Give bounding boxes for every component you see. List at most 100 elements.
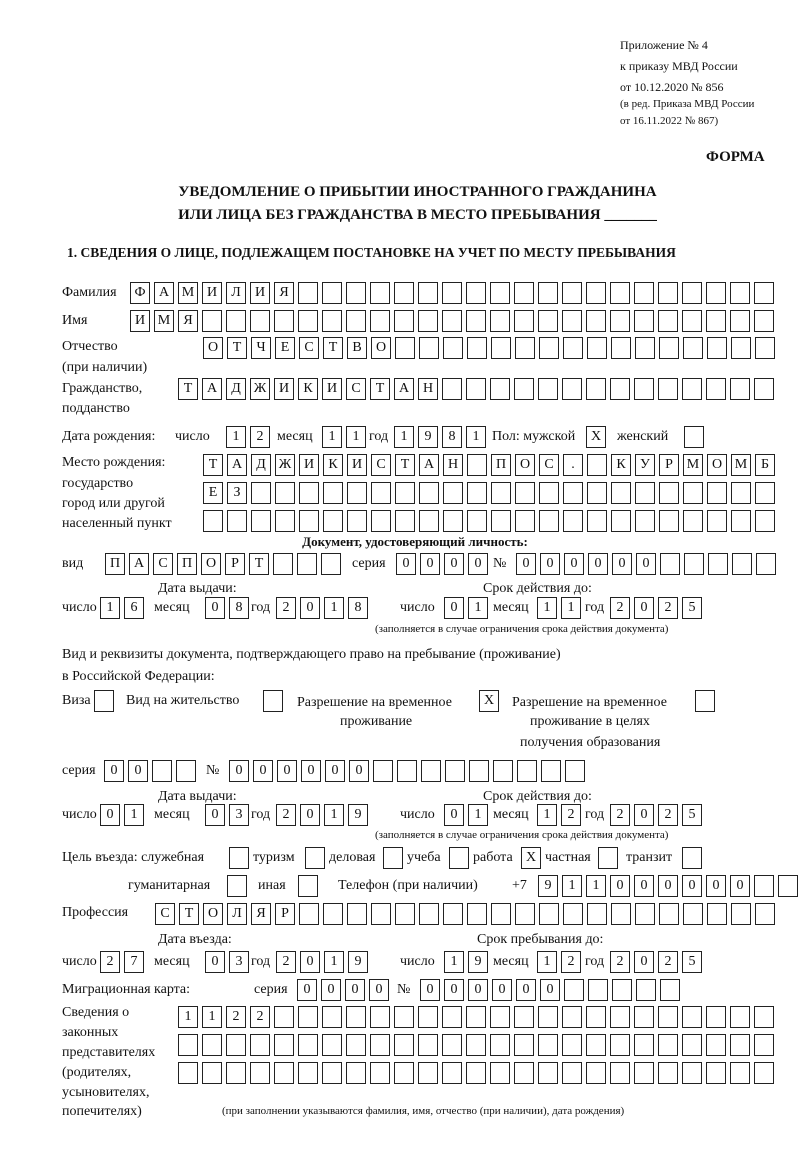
char-box[interactable]: [755, 510, 775, 532]
char-box[interactable]: И: [202, 282, 222, 304]
char-box[interactable]: 1: [324, 951, 344, 973]
char-box[interactable]: 1: [562, 875, 582, 897]
char-box[interactable]: 0: [516, 979, 536, 1001]
char-box[interactable]: Т: [249, 553, 269, 575]
char-box[interactable]: [322, 1006, 342, 1028]
char-box[interactable]: [226, 1062, 246, 1084]
char-box[interactable]: Е: [275, 337, 295, 359]
char-box[interactable]: А: [202, 378, 222, 400]
char-box[interactable]: [443, 903, 463, 925]
char-box[interactable]: Т: [323, 337, 343, 359]
char-box[interactable]: 0: [468, 979, 488, 1001]
char-box[interactable]: 0: [634, 951, 654, 973]
char-box[interactable]: [176, 760, 196, 782]
char-box[interactable]: Т: [227, 337, 247, 359]
char-box[interactable]: [517, 760, 537, 782]
char-box[interactable]: 1: [468, 804, 488, 826]
char-box[interactable]: [562, 1034, 582, 1056]
char-box[interactable]: [588, 979, 608, 1001]
char-box[interactable]: [587, 454, 607, 476]
char-box[interactable]: [466, 310, 486, 332]
char-box[interactable]: А: [227, 454, 247, 476]
char-box[interactable]: [466, 1034, 486, 1056]
char-box[interactable]: [539, 903, 559, 925]
char-box[interactable]: [587, 337, 607, 359]
char-box[interactable]: [299, 482, 319, 504]
char-box[interactable]: [418, 1034, 438, 1056]
char-box[interactable]: [538, 1006, 558, 1028]
char-box[interactable]: [395, 510, 415, 532]
char-box[interactable]: 1: [468, 597, 488, 619]
char-box[interactable]: 0: [444, 804, 464, 826]
char-box[interactable]: [322, 1034, 342, 1056]
char-box[interactable]: [323, 510, 343, 532]
char-box[interactable]: [346, 282, 366, 304]
char-box[interactable]: [682, 1034, 702, 1056]
char-box[interactable]: [274, 1062, 294, 1084]
char-box[interactable]: [394, 310, 414, 332]
char-box[interactable]: [565, 760, 585, 782]
char-box[interactable]: Ж: [250, 378, 270, 400]
char-box[interactable]: 0: [321, 979, 341, 1001]
char-box[interactable]: Т: [178, 378, 198, 400]
char-box[interactable]: К: [298, 378, 318, 400]
char-box[interactable]: [467, 337, 487, 359]
char-box[interactable]: О: [707, 454, 727, 476]
char-box[interactable]: [202, 310, 222, 332]
char-box[interactable]: Я: [251, 903, 271, 925]
char-box[interactable]: [491, 903, 511, 925]
char-box[interactable]: [706, 378, 726, 400]
char-box[interactable]: А: [394, 378, 414, 400]
char-box[interactable]: [538, 378, 558, 400]
char-box[interactable]: [383, 847, 403, 869]
char-box[interactable]: [467, 482, 487, 504]
char-box[interactable]: 1: [124, 804, 144, 826]
char-box[interactable]: К: [611, 454, 631, 476]
char-box[interactable]: [563, 337, 583, 359]
char-box[interactable]: [706, 310, 726, 332]
char-box[interactable]: [274, 1034, 294, 1056]
char-box[interactable]: [263, 690, 283, 712]
char-box[interactable]: [419, 482, 439, 504]
char-box[interactable]: [298, 1006, 318, 1028]
char-box[interactable]: [322, 1062, 342, 1084]
char-box[interactable]: 0: [345, 979, 365, 1001]
char-box[interactable]: [755, 482, 775, 504]
char-box[interactable]: [491, 510, 511, 532]
char-box[interactable]: С: [371, 454, 391, 476]
char-box[interactable]: 2: [250, 426, 270, 448]
char-box[interactable]: [419, 510, 439, 532]
char-box[interactable]: Р: [275, 903, 295, 925]
char-box[interactable]: [658, 1006, 678, 1028]
char-box[interactable]: В: [347, 337, 367, 359]
char-box[interactable]: [418, 282, 438, 304]
char-box[interactable]: [321, 553, 341, 575]
char-box[interactable]: [730, 378, 750, 400]
char-box[interactable]: [418, 1062, 438, 1084]
char-box[interactable]: [731, 337, 751, 359]
char-box[interactable]: [586, 378, 606, 400]
char-box[interactable]: 1: [202, 1006, 222, 1028]
char-box[interactable]: [610, 1006, 630, 1028]
char-box[interactable]: [250, 1062, 270, 1084]
char-box[interactable]: [275, 510, 295, 532]
char-box[interactable]: [229, 847, 249, 869]
char-box[interactable]: [587, 482, 607, 504]
char-box[interactable]: 0: [420, 553, 440, 575]
char-box[interactable]: О: [201, 553, 221, 575]
char-box[interactable]: 0: [634, 597, 654, 619]
char-box[interactable]: [514, 282, 534, 304]
char-box[interactable]: [610, 378, 630, 400]
char-box[interactable]: [226, 310, 246, 332]
char-box[interactable]: С: [155, 903, 175, 925]
char-box[interactable]: 2: [658, 597, 678, 619]
char-box[interactable]: X: [521, 847, 541, 869]
char-box[interactable]: [660, 553, 680, 575]
char-box[interactable]: [756, 553, 776, 575]
char-box[interactable]: X: [479, 690, 499, 712]
char-box[interactable]: [442, 310, 462, 332]
char-box[interactable]: [370, 1062, 390, 1084]
char-box[interactable]: [299, 903, 319, 925]
char-box[interactable]: 2: [276, 951, 296, 973]
char-box[interactable]: 1: [324, 804, 344, 826]
